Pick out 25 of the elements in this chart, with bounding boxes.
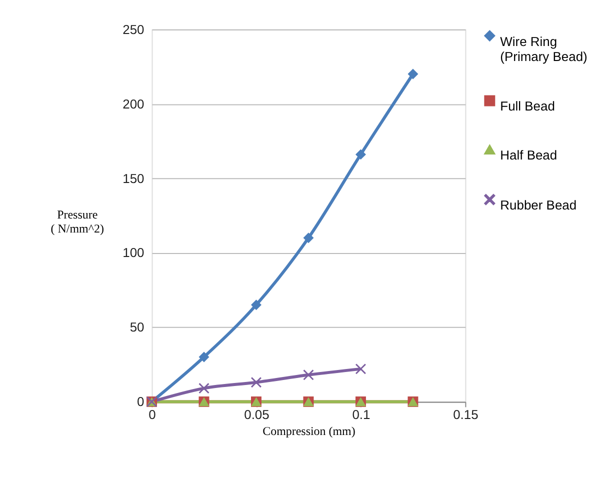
y-tick-label: 50 xyxy=(130,320,144,335)
x-tick-label: 0.05 xyxy=(244,407,270,422)
point xyxy=(251,377,262,388)
legend-label: Rubber Bead xyxy=(500,198,577,213)
y-tick-label: 200 xyxy=(122,96,144,112)
point xyxy=(355,364,366,374)
y-tick-label: 250 xyxy=(122,22,144,37)
point xyxy=(355,149,366,160)
point xyxy=(303,232,314,244)
point xyxy=(408,68,418,80)
x-tick-label: 0.15 xyxy=(453,407,478,422)
x-tick-label: 0.1 xyxy=(352,407,370,422)
y-tick-label: 100 xyxy=(122,245,144,260)
point xyxy=(303,370,314,380)
legend-label: Wire Ring (Primary Bead) xyxy=(500,34,588,64)
point xyxy=(198,352,210,362)
y-tick-label: 0 xyxy=(137,394,144,410)
x-axis-title: Compression (mm) xyxy=(262,424,356,438)
point xyxy=(198,383,210,394)
y-tick-label: 150 xyxy=(122,170,144,186)
legend-label: Full Bead xyxy=(500,98,555,114)
legend-label: Half Bead xyxy=(500,148,558,163)
x-tick-label: 0 xyxy=(148,407,156,422)
y-axis-title: Pressure ( N/mm^2) xyxy=(50,208,104,236)
point xyxy=(251,300,262,310)
